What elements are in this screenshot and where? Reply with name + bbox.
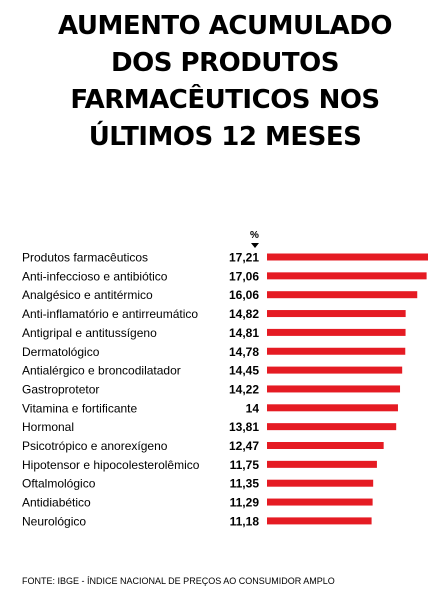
category-label: Anti-infeccioso e antibiótico — [22, 269, 168, 283]
title-line: ÚLTIMOS 12 MESES — [88, 122, 362, 152]
down-arrow-icon — [251, 243, 259, 248]
value-label: 14,22 — [229, 382, 259, 396]
category-label: Antigripal e antitussígeno — [22, 326, 157, 340]
title-line: FARMACÊUTICOS NOS — [70, 85, 380, 115]
bar — [267, 328, 406, 336]
category-label: Antidiabético — [22, 496, 91, 510]
value-label: 14,81 — [229, 326, 259, 340]
bar — [267, 291, 418, 299]
bar — [267, 347, 406, 355]
category-label: Psicotrópico e anorexígeno — [22, 439, 168, 453]
title-line: DOS PRODUTOS — [111, 48, 339, 78]
value-label: 11,29 — [230, 496, 260, 510]
category-label: Anti-inflamatório e antirreumático — [22, 307, 198, 321]
bar — [267, 272, 427, 280]
unit-label: % — [250, 230, 259, 241]
category-label: Hormonal — [22, 420, 74, 434]
category-label: Oftalmológico — [22, 477, 96, 491]
bar — [267, 442, 384, 449]
bar — [267, 310, 406, 318]
bar — [267, 498, 373, 506]
value-label: 17,21 — [229, 251, 259, 265]
bar — [267, 404, 398, 412]
bar — [267, 423, 397, 431]
bar — [267, 253, 428, 261]
value-label: 17,06 — [229, 269, 259, 283]
category-label: Vitamina e fortificante — [22, 401, 137, 415]
bar — [267, 517, 372, 525]
category-label: Hipotensor e hipocolesterolêmico — [22, 458, 200, 472]
bar — [267, 479, 374, 487]
value-label: 12,47 — [229, 439, 259, 453]
bar — [267, 366, 403, 374]
bar — [267, 460, 377, 468]
chart-title: AUMENTO ACUMULADO DOS PRODUTOS FARMACÊUT… — [30, 8, 420, 156]
value-label: 14 — [246, 401, 260, 415]
category-label: Produtos farmacêuticos — [22, 251, 148, 265]
title-line: AUMENTO ACUMULADO — [58, 11, 392, 41]
category-label: Antialérgico e broncodilatador — [22, 364, 181, 378]
category-label: Dermatológico — [22, 345, 100, 359]
value-label: 14,82 — [229, 307, 259, 321]
value-label: 13,81 — [229, 420, 259, 434]
value-label: 11,18 — [230, 514, 260, 528]
category-label: Analgésico e antitérmico — [22, 288, 153, 302]
value-label: 14,78 — [229, 345, 259, 359]
value-label: 16,06 — [229, 288, 259, 302]
value-label: 11,75 — [230, 458, 260, 472]
category-label: Neurológico — [22, 514, 86, 528]
source-note: FONTE: IBGE - ÍNDICE NACIONAL DE PREÇOS … — [22, 576, 335, 586]
bar — [267, 385, 401, 393]
value-label: 11,35 — [230, 477, 260, 491]
category-label: Gastroprotetor — [22, 382, 99, 396]
value-label: 14,45 — [229, 364, 259, 378]
